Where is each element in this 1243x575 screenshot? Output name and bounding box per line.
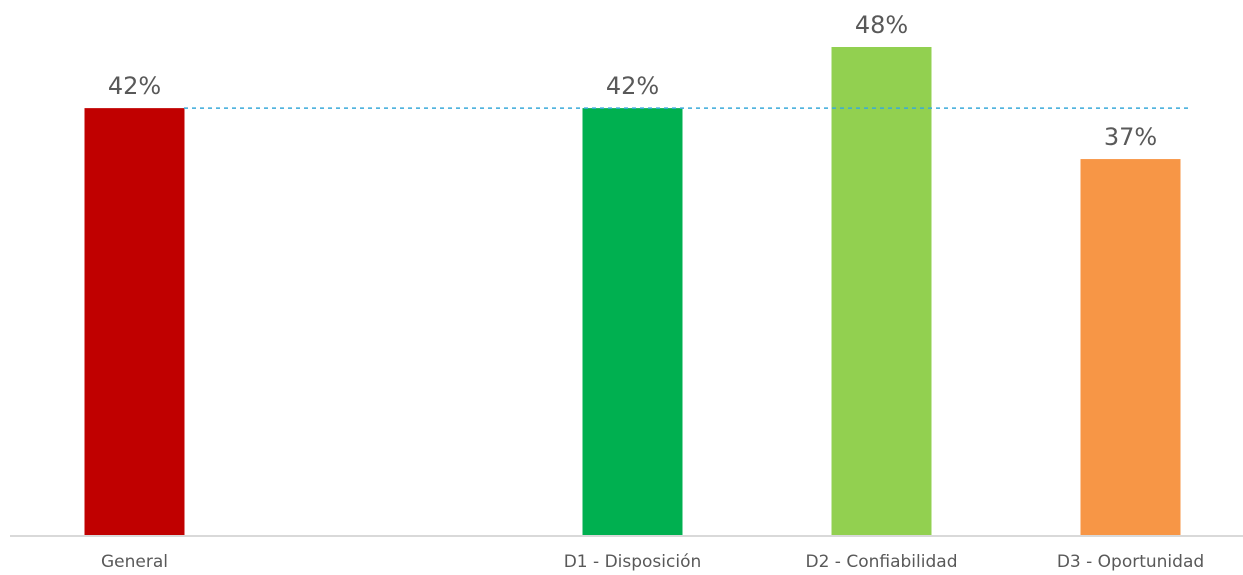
labels-layer: 42% General 42% D1 - Disposición 48% D2 - Con… <box>101 11 1204 572</box>
category-label-5: D3 - Oportunidad <box>1057 552 1204 572</box>
data-label-3: 42% <box>606 72 659 100</box>
category-label-1: General <box>101 552 168 572</box>
data-label-5: 37% <box>1104 123 1157 151</box>
category-label-4: D2 - Confiabilidad <box>806 552 958 572</box>
category-label-3: D1 - Disposición <box>564 552 702 572</box>
data-label-4: 48% <box>855 11 908 39</box>
bar-1 <box>84 108 185 536</box>
bars-layer <box>84 47 1181 536</box>
bar-3 <box>582 108 683 536</box>
bar-4 <box>831 47 932 536</box>
bar-5 <box>1080 159 1181 536</box>
data-label-1: 42% <box>108 72 161 100</box>
